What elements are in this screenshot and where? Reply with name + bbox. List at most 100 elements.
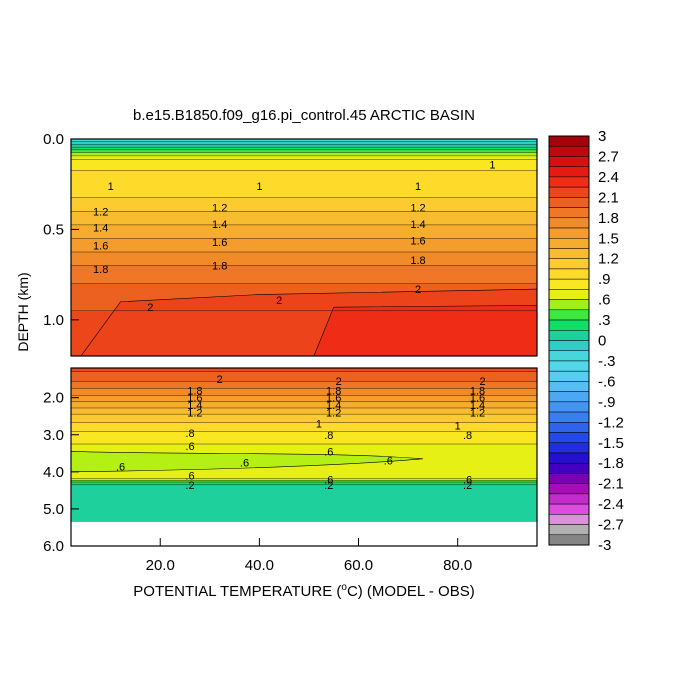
x-tick-label: 40.0 (245, 557, 274, 574)
colorbar-label: .3 (598, 312, 611, 329)
contour-label: 1.6 (187, 393, 202, 405)
colorbar-box (548, 299, 590, 311)
colorbar (548, 135, 590, 546)
colorbar-box (548, 258, 590, 270)
colorbar-box (548, 360, 590, 372)
contour-label: .2 (463, 480, 472, 492)
colorbar-label: 0 (598, 333, 606, 350)
colorbar-label: 1.2 (598, 251, 619, 268)
contour-label: .6 (463, 474, 472, 486)
contour-label: 1.4 (93, 223, 108, 235)
colorbar-label: -1.8 (598, 455, 624, 472)
colorbar-box (548, 350, 590, 362)
contour-label: 1.6 (410, 235, 425, 247)
colorbar-box (548, 227, 590, 239)
warmest-region-upper (313, 305, 537, 356)
colorbar-box (548, 432, 590, 443)
colorbar-label: 3 (598, 128, 606, 145)
contour-label: .8 (463, 430, 472, 442)
contour-label: .6 (384, 456, 393, 468)
colorbar-label: -2.7 (598, 517, 624, 534)
y-tick-label: 3.0 (43, 427, 64, 444)
x-tick-label: 80.0 (443, 557, 472, 574)
contour-label: .6 (185, 471, 194, 483)
contour-label: .2 (324, 480, 333, 492)
contour-label: 1.4 (470, 400, 485, 412)
contour-label: 2 (479, 376, 485, 388)
y-tick-label: 4.0 (43, 464, 64, 481)
colorbar-label: .6 (598, 292, 611, 309)
colorbar-box (548, 503, 590, 515)
x-axis-title: POTENTIAL TEMPERATURE (oC) (MODEL - OBS) (133, 582, 474, 600)
upper-panel-frame (70, 138, 538, 357)
upper-panel-fill (71, 139, 537, 356)
colorbar-box (548, 248, 590, 259)
contour-label: 1.6 (326, 393, 341, 405)
y-tick-label: 5.0 (43, 501, 64, 518)
colorbar-box (548, 319, 590, 331)
colorbar-box (548, 473, 590, 484)
contour-label: 2 (217, 374, 223, 386)
contour-label: 1.8 (93, 264, 108, 276)
colorbar-box (548, 340, 590, 351)
colorbar-label: 2.4 (598, 169, 619, 186)
contour-label: 2 (336, 376, 342, 388)
x-tick-label: 20.0 (146, 557, 175, 574)
contour-label: 1.6 (212, 237, 227, 249)
colorbar-box (548, 186, 590, 198)
colorbar-box (548, 278, 590, 290)
x-tick-label: 60.0 (344, 557, 373, 574)
contour-label: 1.2 (93, 206, 108, 218)
colorbar-box (548, 289, 590, 300)
degree-superscript: o (341, 582, 347, 593)
colorbar-label: -2.1 (598, 476, 624, 493)
contour-label: 1.4 (326, 400, 341, 412)
colorbar-box (548, 135, 590, 147)
colorbar-box (548, 422, 590, 433)
colorbar-label: -2.4 (598, 496, 624, 513)
contour-label: .2 (185, 480, 194, 492)
y-tick-label: 2.0 (43, 390, 64, 407)
colorbar-box (548, 452, 590, 464)
lower-panel-contours (71, 371, 537, 486)
contour-label: .6 (324, 446, 333, 458)
contour-label: .6 (185, 441, 194, 453)
contour-label: .6 (324, 474, 333, 486)
contour-label: 1 (455, 421, 461, 433)
colorbar-box (548, 268, 590, 280)
colorbar-box (548, 442, 590, 454)
contour-label: 1.4 (212, 219, 227, 231)
contour-label: 1.4 (410, 219, 425, 231)
contour-label: 1 (415, 181, 421, 193)
contour-label: 1.6 (470, 393, 485, 405)
lower-panel-fill (71, 368, 537, 546)
y-axis-title: DEPTH (km) (15, 272, 31, 351)
colorbar-box (548, 238, 590, 249)
colorbar-box (548, 483, 590, 495)
colorbar-box (548, 330, 590, 341)
contour-label: .6 (240, 458, 249, 470)
upper-panel-contour-labels: 1 1 1 1 1.2 1.2 1.2 1.4 1.4 1.4 1.6 1.6 1.6 1.8 1.8 1.8… (93, 159, 495, 314)
colorbar-box (548, 462, 590, 474)
contour-label: 1.2 (187, 408, 202, 420)
contour-label: 1.2 (470, 408, 485, 420)
colorbar-label: 1.5 (598, 230, 619, 247)
colorbar-label: .9 (598, 271, 611, 288)
contour-label: 1 (489, 159, 495, 171)
colorbar-label: 2.1 (598, 189, 619, 206)
contour-label: .6 (116, 461, 125, 473)
colorbar-box (548, 207, 590, 219)
colorbar-label: 1.8 (598, 210, 619, 227)
colorbar-box (548, 391, 590, 403)
colorbar-box (548, 534, 590, 546)
contour-label: .8 (324, 430, 333, 442)
colorbar-box (548, 381, 590, 392)
no-data-region (71, 521, 537, 546)
colorbar-box (548, 401, 590, 413)
colorbar-box (548, 524, 590, 536)
colorbar-box (548, 309, 590, 321)
colorbar-box (548, 156, 590, 167)
colorbar-box (548, 493, 590, 505)
contour-label: 1.4 (187, 400, 202, 412)
lower-y-axis: 2.0 3.0 4.0 5.0 6.0 (43, 390, 79, 555)
